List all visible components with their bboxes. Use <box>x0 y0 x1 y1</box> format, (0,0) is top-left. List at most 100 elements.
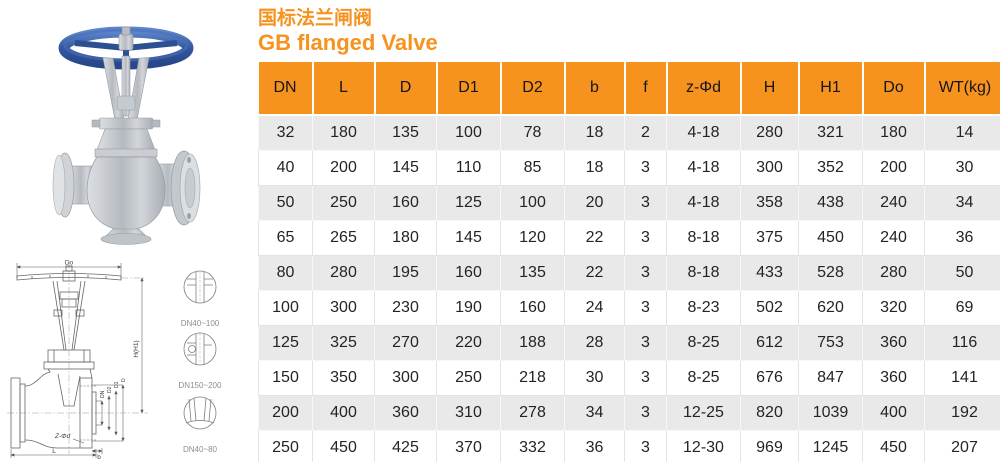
table-cell: 350 <box>312 360 375 396</box>
table-cell: 220 <box>436 325 501 361</box>
table-cell: 125 <box>436 185 501 221</box>
table-cell: 116 <box>924 325 1000 361</box>
table-cell: 192 <box>924 395 1000 431</box>
table-cell: 450 <box>798 220 863 256</box>
table-cell: 300 <box>740 150 799 186</box>
table-cell: 3 <box>624 430 667 462</box>
label-d1: D1 <box>114 381 120 388</box>
table-cell: 40 <box>258 150 313 186</box>
table-cell: 188 <box>500 325 565 361</box>
table-cell: 280 <box>862 255 925 291</box>
detail-caption: DN150~200 <box>178 381 222 390</box>
column-header: D1 <box>436 62 502 116</box>
detail-sketch-2 <box>183 332 217 366</box>
table-cell: 160 <box>500 290 565 326</box>
table-cell: 4-18 <box>666 114 741 151</box>
table-cell: 20 <box>564 185 625 221</box>
detail-figure-2: DN150~200 <box>172 329 228 391</box>
table-cell: 300 <box>374 360 437 396</box>
table-cell: 847 <box>798 360 863 396</box>
table-cell: 438 <box>798 185 863 221</box>
table-cell: 528 <box>798 255 863 291</box>
table-cell: 18 <box>564 150 625 186</box>
table-row: 200 400 360 310 278 34 3 12-25 820 1039 400 192 <box>258 395 1000 431</box>
table-cell: 360 <box>862 325 925 361</box>
table-cell: 1039 <box>798 395 863 431</box>
table-cell: 8-23 <box>666 290 741 326</box>
table-row: 32 180 135 100 78 18 2 4-18 280 321 180 14 <box>258 114 1000 151</box>
table-header-row: DN L D D1 D2 b f z-Φd H H1 Do WT(kg) <box>258 62 1000 116</box>
column-header: D <box>374 62 438 116</box>
table-cell: 24 <box>564 290 625 326</box>
table-row: 65 265 180 145 120 22 3 8-18 375 450 240 36 <box>258 220 1000 256</box>
table-cell: 12-30 <box>666 430 741 462</box>
detail-sketch-3 <box>183 396 217 430</box>
table-cell: 85 <box>500 150 565 186</box>
table-cell: 3 <box>624 395 667 431</box>
table-row: 150 350 300 250 218 30 3 8-25 676 847 360 141 <box>258 360 1000 396</box>
table-cell: 100 <box>500 185 565 221</box>
table-cell: 3 <box>624 185 667 221</box>
table-cell: 160 <box>374 185 437 221</box>
table-cell: 753 <box>798 325 863 361</box>
table-cell: 278 <box>500 395 565 431</box>
table-cell: 180 <box>862 114 925 151</box>
table-cell: 12-25 <box>666 395 741 431</box>
table-cell: 320 <box>862 290 925 326</box>
column-header: WT(kg) <box>924 62 1000 116</box>
table-cell: 310 <box>436 395 501 431</box>
table-cell: 22 <box>564 220 625 256</box>
table-cell: 3 <box>624 255 667 291</box>
table-cell: 135 <box>500 255 565 291</box>
table-cell: 125 <box>258 325 313 361</box>
valve-photo <box>52 26 201 245</box>
page-title-en: GB flanged Valve <box>258 30 438 55</box>
table-cell: 145 <box>436 220 501 256</box>
label-d: D <box>121 378 127 382</box>
table-cell: 80 <box>258 255 313 291</box>
label-d2: D2 <box>107 386 113 393</box>
table-cell: 4-18 <box>666 185 741 221</box>
table-cell: 100 <box>258 290 313 326</box>
table-cell: 425 <box>374 430 437 462</box>
table-cell: 676 <box>740 360 799 396</box>
table-cell: 207 <box>924 430 1000 462</box>
detail-sketch-1 <box>183 270 217 304</box>
table-cell: 65 <box>258 220 313 256</box>
table-cell: 280 <box>312 255 375 291</box>
table-cell: 4-18 <box>666 150 741 186</box>
table-cell: 160 <box>436 255 501 291</box>
table-cell: 36 <box>924 220 1000 256</box>
table-cell: 358 <box>740 185 799 221</box>
table-cell: 120 <box>500 220 565 256</box>
table-cell: 375 <box>740 220 799 256</box>
table-cell: 3 <box>624 150 667 186</box>
dim-h: H(H1) <box>133 277 144 414</box>
table-cell: 200 <box>312 150 375 186</box>
table-cell: 400 <box>312 395 375 431</box>
column-header: L <box>312 62 376 116</box>
bonnet <box>91 117 161 158</box>
table-cell: 36 <box>564 430 625 462</box>
table-row: 80 280 195 160 135 22 3 8-18 433 528 280 50 <box>258 255 1000 291</box>
table-cell: 250 <box>436 360 501 396</box>
valve-body <box>52 150 201 245</box>
table-cell: 360 <box>862 360 925 396</box>
table-cell: 332 <box>500 430 565 462</box>
table-cell: 1245 <box>798 430 863 462</box>
column-header: f <box>624 62 668 116</box>
table-cell: 28 <box>564 325 625 361</box>
column-header: z-Φd <box>666 62 742 116</box>
table-cell: 50 <box>258 185 313 221</box>
table-cell: 300 <box>312 290 375 326</box>
spec-table: DN L D D1 D2 b f z-Φd H H1 Do WT(kg) 32 180 135 100 78 1… <box>258 62 1000 462</box>
table-cell: 620 <box>798 290 863 326</box>
table-cell: 8-25 <box>666 325 741 361</box>
table-cell: 325 <box>312 325 375 361</box>
table-cell: 32 <box>258 114 313 151</box>
table-cell: 8-25 <box>666 360 741 396</box>
table-cell: 22 <box>564 255 625 291</box>
table-cell: 195 <box>374 255 437 291</box>
dim-z-phi-d: Z-Φd <box>54 433 85 444</box>
